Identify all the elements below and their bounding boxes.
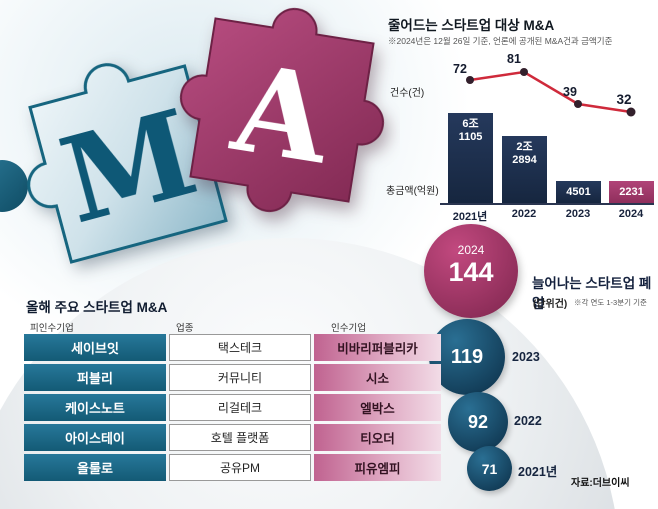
column-header-acquirer: 인수기업 — [331, 323, 366, 334]
x-axis-line — [440, 203, 654, 205]
count-axis-label: 건수(건) — [390, 88, 425, 99]
industry: 공유PM — [169, 454, 311, 481]
year-label-2022: 2022 — [511, 208, 537, 220]
amount-bar-2022: 2조 2894 — [502, 136, 547, 203]
acquired-company: 아이스테이 — [24, 424, 166, 451]
trend-point-2024 — [626, 107, 636, 117]
acquirer-company: 비바리퍼블리카 — [314, 334, 441, 361]
table-title: 올해 주요 스타트업 M&A — [26, 300, 168, 315]
industry: 커뮤니티 — [169, 364, 311, 391]
acquirer-company: 피유엠피 — [314, 454, 441, 481]
acquired-company: 케이스노트 — [24, 394, 166, 421]
acquired-company: 세이브잇 — [24, 334, 166, 361]
closure-year-2024: 2024 — [457, 243, 485, 257]
count-value-2023: 39 — [563, 85, 577, 99]
closure-value-2024: 144 — [448, 257, 494, 287]
table-row: 퍼블리 커뮤니티 시소 — [24, 364, 441, 391]
bar-label-line1: 6조 — [462, 118, 479, 130]
bar-label-line1: 2조 — [516, 141, 533, 153]
amount-axis-label: 총금액(억원) — [386, 186, 439, 197]
acquired-company: 퍼블리 — [24, 364, 166, 391]
puzzle-graphic: M A — [0, 7, 385, 264]
count-value-2024: 32 — [616, 92, 632, 107]
puzzle-piece-a: A — [179, 7, 385, 213]
acquired-company: 올룰로 — [24, 454, 166, 481]
amount-bar-2023: 4501 — [556, 181, 601, 203]
acquirer-company: 티오더 — [314, 424, 441, 451]
puzzle-piece-m: M — [27, 63, 228, 264]
count-value-2022: 81 — [507, 52, 521, 66]
left-edge-puzzle-tab — [0, 160, 28, 212]
column-header-industry: 업종 — [176, 323, 194, 334]
trend-point-2023 — [574, 100, 582, 108]
trend-point-2022 — [520, 68, 528, 76]
amount-bar-2024: 2231 — [609, 181, 654, 203]
acquirer-company: 엘박스 — [314, 394, 441, 421]
count-value-2021: 72 — [453, 62, 467, 76]
bar-label-line2: 1105 — [458, 131, 483, 143]
bar-label-line2: 2894 — [512, 154, 537, 166]
trend-point-2021 — [466, 76, 474, 84]
acquirer-company: 시소 — [314, 364, 441, 391]
closure-bubble-2021: 71 — [467, 446, 512, 491]
closure-bubble-2022: 92 — [448, 392, 508, 452]
year-label-2024: 2024 — [618, 208, 644, 220]
closures-unit: (단위건) — [533, 299, 568, 310]
closure-year-2023: 2023 — [512, 350, 540, 364]
industry: 택스테크 — [169, 334, 311, 361]
closure-year-2022: 2022 — [514, 414, 542, 428]
closure-year-2021: 2021년 — [518, 465, 558, 479]
table-row: 케이스노트 리걸테크 엘박스 — [24, 394, 441, 421]
source-credit: 자료:더브이씨 — [571, 478, 630, 489]
year-label-2021: 2021년 — [452, 211, 488, 223]
industry: 호텔 플랫폼 — [169, 424, 311, 451]
ma-chart-title: 줄어드는 스타트업 대상 M&A — [388, 18, 555, 33]
table-row: 아이스테이 호텔 플랫폼 티오더 — [24, 424, 441, 451]
count-trend-line — [466, 68, 636, 117]
closure-bubble-2023: 119 — [429, 319, 505, 395]
table-row: 올룰로 공유PM 피유엠피 — [24, 454, 441, 481]
closures-note: ※각 연도 1-3분기 기준 — [574, 298, 647, 307]
closures-title: 늘어나는 스타트업 폐업 — [532, 276, 652, 311]
column-header-acquired: 피인수기업 — [30, 323, 74, 334]
ma-chart-note: ※2024년은 12월 26일 기준, 언론에 공개된 M&A건과 금액기준 — [388, 36, 613, 46]
industry: 리걸테크 — [169, 394, 311, 421]
closure-bubble-2024: 2024 144 — [424, 224, 518, 318]
table-row: 세이브잇 택스테크 비바리퍼블리카 — [24, 334, 441, 361]
amount-bar-2021: 6조 1105 — [448, 113, 493, 203]
year-label-2023: 2023 — [565, 208, 591, 220]
